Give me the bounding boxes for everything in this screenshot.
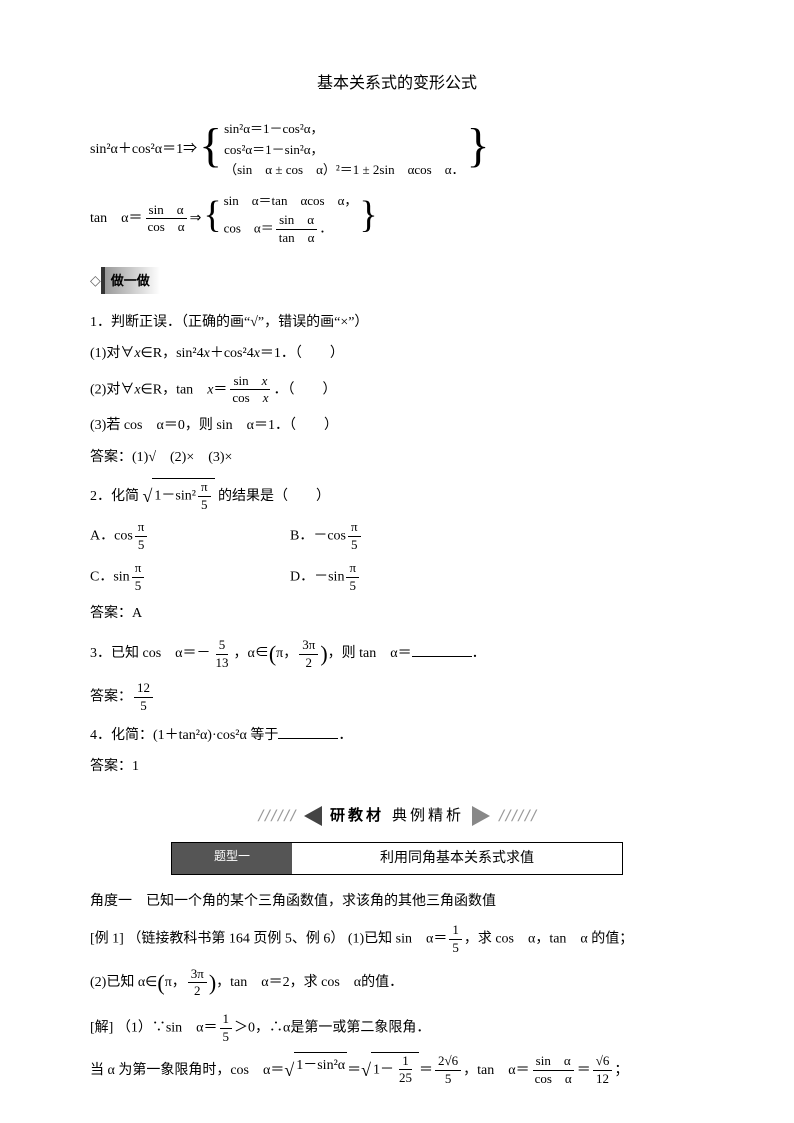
blank — [412, 642, 472, 657]
option-a: A．cosπ5 — [90, 519, 290, 554]
q1-sub3: (3)若 cos α＝0，则 sin α＝1．（ ） — [90, 413, 704, 438]
formula-block-1: sin²α＋cos²α＝1⇒ { sin²α＝1－cos²α， cos²α＝1－… — [90, 119, 704, 247]
example-1: [例 1] （链接教科书第 164 页例 5、例 6） (1)已知 sin α＝… — [90, 922, 704, 1002]
option-d: D．－sinπ5 — [290, 560, 490, 595]
solution: [解] （1）∵sin α＝15＞0，∴α是第一或第二象限角． 当 α 为第一象… — [90, 1011, 704, 1088]
topic-box: 题型一 利用同角基本关系式求值 — [171, 842, 623, 875]
arrow-left-icon — [304, 806, 322, 826]
topic-title: 利用同角基本关系式求值 — [292, 843, 622, 874]
q4-stem: 4．化简：(1＋tan²α)·cos²α 等于． — [90, 723, 704, 748]
q1-sub2: (2)对∀x∈R，tan x＝sin xcos x．（ ） — [90, 373, 704, 408]
banner-text-2: 典例精析 — [392, 803, 464, 830]
page-title: 基本关系式的变形公式 — [90, 70, 704, 99]
formula-1-left: sin²α＋cos²α＝1⇒ — [90, 137, 197, 162]
formula-1-line3: （sin α ± cos α）²＝1 ± 2sin αcos α． — [224, 160, 464, 181]
option-b: B．－cosπ5 — [290, 519, 490, 554]
sqrt-icon: √ — [284, 1054, 294, 1086]
q3-answer: 答案：125 — [90, 680, 704, 715]
fraction: sin α cos α — [144, 202, 187, 237]
section-banner: ////// 研教材 典例精析 ////// — [90, 803, 704, 830]
section-do: ◇做一做 — [90, 267, 704, 302]
formula-1-line1: sin²α＝1－cos²α， — [224, 119, 464, 140]
solution-label: [解] — [90, 1020, 113, 1035]
stripes-icon: ////// — [498, 804, 537, 829]
stripes-icon: ////// — [257, 804, 296, 829]
q3-stem: 3．已知 cos α＝－513，α∈(π，3π2)，则 tan α＝． — [90, 634, 704, 674]
example-label: [例 1] — [90, 932, 124, 947]
option-c: C．sinπ5 — [90, 560, 290, 595]
question-3: 3．已知 cos α＝－513，α∈(π，3π2)，则 tan α＝． 答案：1… — [90, 634, 704, 714]
sqrt-icon: √ — [143, 480, 153, 512]
arrow-right-icon — [472, 806, 490, 826]
question-2: 2．化简 √1－sin²π5 的结果是（ ） A．cosπ5 B．－cosπ5 … — [90, 478, 704, 627]
blank — [278, 724, 338, 739]
question-4: 4．化简：(1＋tan²α)·cos²α 等于． 答案：1 — [90, 723, 704, 779]
example-ref: （链接教科书第 164 页例 5、例 6） — [127, 932, 344, 947]
formula-2-line2: cos α＝sin αtan α． — [224, 212, 358, 247]
example-1-part2: (2)已知 α∈(π，3π2)，tan α＝2，求 cos α的值． — [90, 963, 704, 1003]
q4-answer: 答案：1 — [90, 754, 704, 779]
solution-line2: 当 α 为第一象限角时，cos α＝√1－sin²α＝√1－125＝2√65，t… — [90, 1052, 704, 1088]
sqrt-icon: √ — [361, 1054, 371, 1086]
formula-2-line1: sin α＝tan αcos α， — [224, 191, 358, 212]
formula-1-line2: cos²α＝1－sin²α， — [224, 140, 464, 161]
q1-sub1: (1)对∀x∈R，sin²4x＋cos²4x＝1．（ ） — [90, 341, 704, 366]
question-1: 1．判断正误．（正确的画“√”，错误的画“×”） (1)对∀x∈R，sin²4x… — [90, 310, 704, 470]
arrow-icon: ⇒ — [190, 206, 202, 231]
do-label: 做一做 — [101, 267, 160, 294]
formula-2-pre: tan α＝ — [90, 206, 142, 231]
topic-label: 题型一 — [172, 843, 292, 874]
q1-answer: 答案：(1)√ (2)× (3)× — [90, 445, 704, 470]
q1-stem: 1．判断正误．（正确的画“√”，错误的画“×”） — [90, 310, 704, 335]
q2-stem: 2．化简 √1－sin²π5 的结果是（ ） — [90, 478, 704, 514]
angle-1: 角度一 已知一个角的某个三角函数值，求该角的其他三角函数值 — [90, 889, 704, 914]
banner-text-1: 研教材 — [330, 803, 384, 830]
q2-answer: 答案：A — [90, 601, 704, 626]
